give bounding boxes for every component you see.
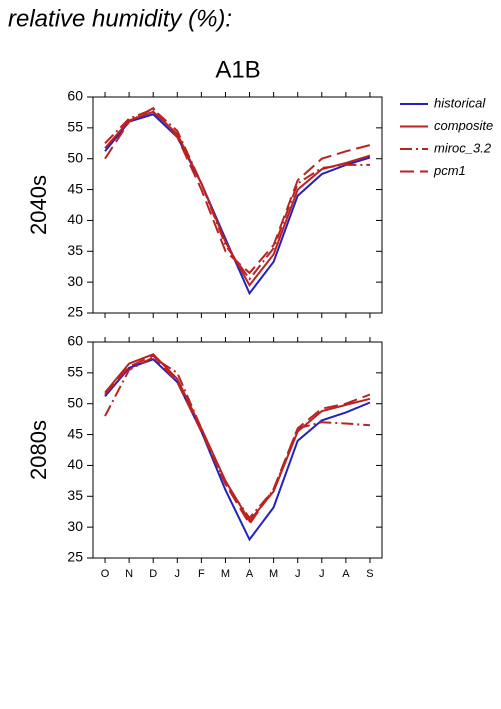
data-line [104,353,371,523]
y-tick-label: 35 [67,242,83,258]
page-header: relative humidity (%): [8,5,232,32]
y-tick-label: 25 [67,304,83,320]
x-tick-label: O [101,568,110,580]
data-line [104,113,371,296]
legend-label: miroc_3.2 [434,140,492,155]
x-tick-label: J [319,568,325,580]
data-line [104,106,371,275]
y-tick-label: 50 [67,394,83,410]
x-tick-label: M [221,568,230,580]
y-tick-label: 35 [67,487,83,503]
y-axis-label: 2040s [26,175,51,235]
y-tick-label: 30 [67,518,83,534]
data-line [104,354,371,526]
y-tick-label: 40 [67,456,83,472]
plot-frame [92,96,383,314]
y-tick-label: 30 [67,273,83,289]
x-tick-label: D [149,568,157,580]
x-tick-label: A [246,568,254,580]
y-tick-label: 45 [67,425,83,441]
y-tick-label: 60 [67,88,83,104]
y-tick-label: 50 [67,149,83,165]
x-tick-label: S [366,568,373,580]
y-tick-label: 25 [67,549,83,565]
data-line [104,110,371,288]
x-tick-label: M [269,568,278,580]
x-tick-label: J [175,568,181,580]
data-line [104,108,370,281]
y-tick-label: 45 [67,180,83,196]
y-tick-label: 55 [67,364,83,380]
x-tick-label: J [295,568,301,580]
x-tick-label: F [198,568,205,580]
y-axis-label: 2080s [26,420,51,480]
plot-frame [92,341,383,559]
legend-label: pcm1 [433,163,466,178]
legend-label: composite [434,118,493,133]
x-tick-label: A [342,568,350,580]
x-tick-label: N [125,568,133,580]
chart-title: A1B [215,56,260,83]
y-tick-label: 40 [67,211,83,227]
data-line [104,358,371,542]
data-line [104,356,371,520]
y-tick-label: 60 [67,333,83,349]
legend-label: historical [434,95,486,110]
y-tick-label: 55 [67,119,83,135]
